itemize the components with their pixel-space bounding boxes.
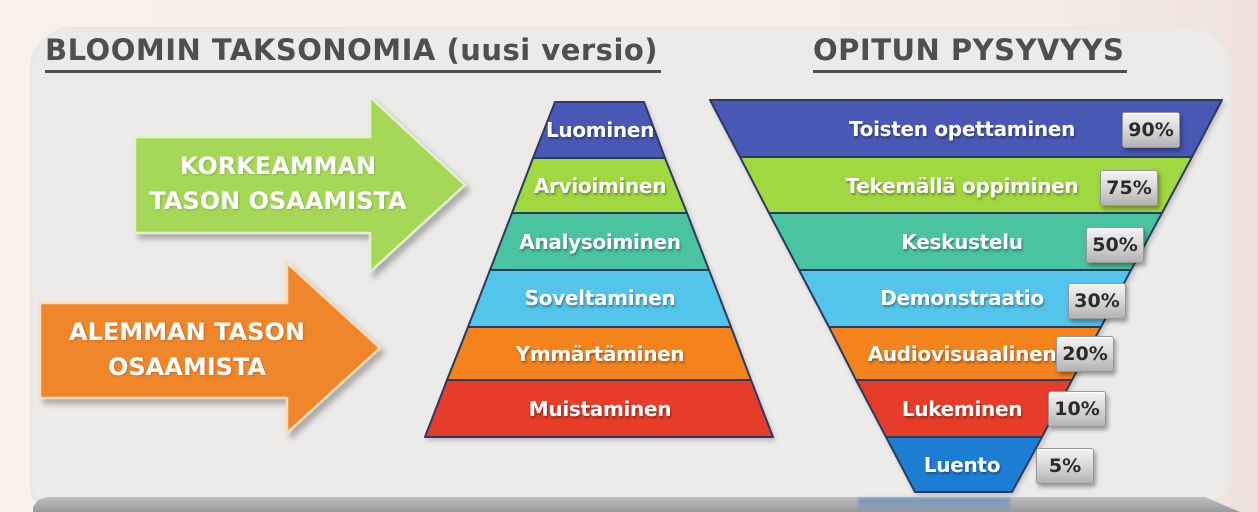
funnel-label-tekemalla-oppiminen: Tekemällä oppiminen — [845, 174, 1079, 198]
funnel-label-audiovisuaalinen: Audiovisuaalinen — [867, 342, 1057, 366]
funnel-label-keskustelu: Keskustelu — [901, 230, 1023, 254]
caption-line: ALEMMAN TASON — [69, 318, 305, 347]
pyramid-label-muistaminen: Muistaminen — [528, 397, 672, 421]
caption-line: OSAAMISTA — [107, 353, 266, 381]
retention-badge-5: 5% — [1036, 448, 1094, 484]
lower-level-arrow — [38, 260, 382, 436]
pyramid-label-arvioiminen: Arvioiminen — [533, 174, 667, 198]
title-learning-retention: OPITUN PYSYVYYS — [813, 33, 1128, 73]
retention-badge-30: 30% — [1068, 283, 1126, 319]
pyramid-label-luominen: Luominen — [545, 118, 655, 142]
funnel-reflection — [858, 498, 1010, 512]
retention-badge-20: 20% — [1056, 336, 1114, 372]
pyramid-level-muistaminen-shape — [424, 379, 774, 438]
retention-badge-75: 75% — [1100, 170, 1158, 206]
lower-level-arrow-caption: ALEMMAN TASON OSAAMISTA — [42, 310, 332, 390]
title-bloom-taxonomy: BLOOMIN TAKSONOMIA (uusi versio) — [45, 33, 662, 73]
retention-funnel — [709, 99, 1223, 493]
funnel-label-toisten-opettaminen: Toisten opettaminen — [848, 117, 1076, 141]
funnel-label-luento: Luento — [923, 453, 1001, 477]
higher-level-arrow — [133, 94, 467, 275]
funnel-row-luento-shape — [885, 436, 1043, 493]
retention-badge-90: 90% — [1122, 112, 1180, 148]
pyramid-label-analysoiminen: Analysoiminen — [519, 230, 681, 254]
funnel-label-lukeminen: Lukeminen — [901, 397, 1023, 421]
pyramid-label-ymmartaminen: Ymmärtäminen — [515, 342, 685, 366]
pyramid-label-soveltaminen: Soveltaminen — [524, 286, 676, 310]
retention-badge-50: 50% — [1086, 227, 1144, 263]
bottom-bar — [33, 497, 1240, 512]
higher-level-arrow-caption: KORKEAMMAN TASON OSAAMISTA — [132, 143, 424, 225]
caption-line: TASON OSAAMISTA — [149, 187, 407, 215]
funnel-label-demonstraatio: Demonstraatio — [880, 286, 1044, 310]
retention-badge-10: 10% — [1048, 391, 1106, 427]
caption-line: KORKEAMMAN — [179, 152, 377, 181]
taxonomy-pyramid — [424, 101, 774, 438]
